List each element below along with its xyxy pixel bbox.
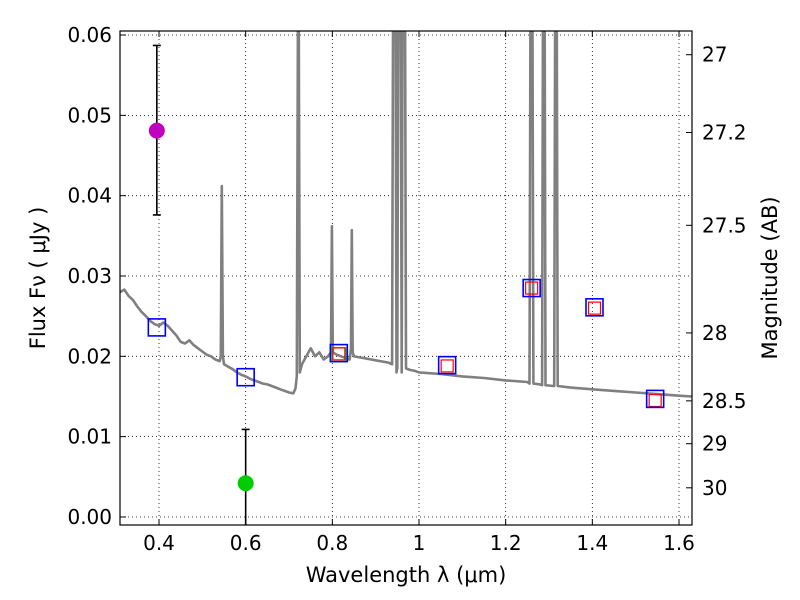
y-tick-label: 0.06 — [67, 23, 112, 47]
data-point-circle — [148, 122, 165, 139]
y-tick-label: 0.04 — [67, 184, 112, 208]
y-tick-label: 0.02 — [67, 344, 112, 368]
y-tick-label: 0.00 — [67, 505, 112, 529]
observed-photometry-marker — [522, 278, 541, 298]
x-tick-label: 0.4 — [143, 531, 175, 555]
plot-frame — [119, 30, 693, 526]
x-tick-label: 0.8 — [316, 531, 348, 555]
y2-axis-label: Magnitude (AB) — [758, 196, 782, 359]
x-tick-label: 1.2 — [490, 531, 522, 555]
model-photometry-marker — [332, 347, 346, 361]
y2-tick-label: 27 — [702, 43, 727, 67]
x-tick-label: 0.6 — [230, 531, 262, 555]
observed-photometry-marker — [437, 355, 457, 375]
y2-tick-label: 28.5 — [702, 389, 747, 413]
observed-photometry-marker — [147, 318, 167, 337]
y2-tick-label: 29 — [702, 432, 727, 456]
observed-photometry-marker — [329, 343, 349, 363]
observed-photometry-marker — [236, 367, 255, 387]
model-photometry-marker — [648, 393, 662, 408]
model-photometry-marker — [525, 281, 539, 295]
y-tick-label: 0.05 — [67, 103, 112, 127]
data-point-circle — [237, 475, 254, 492]
x-tick-label: 1 — [413, 531, 426, 555]
y-tick-label: 0.01 — [67, 425, 112, 449]
tick-layer: 0.4 0.6 0.8 1 1.2 1.4 1.6 0.00 0.01 0.02 0.03 0.04 0… — [67, 23, 746, 555]
plot-area — [120, 31, 692, 398]
y2-tick-label: 28 — [702, 321, 727, 345]
model-photometry-marker — [587, 301, 602, 315]
x-tick-label: 1.6 — [663, 531, 695, 555]
spectrum-line — [120, 31, 692, 398]
markers-layer — [147, 44, 665, 525]
model-photometry-marker — [440, 359, 454, 373]
y2-tick-label: 27.2 — [702, 120, 747, 144]
observed-photometry-marker — [645, 389, 665, 409]
x-axis-label: Wavelength λ (μm) — [306, 563, 507, 587]
y2-tick-label: 27.5 — [702, 213, 747, 237]
y-axis-label: Flux Fν ( μJy ) — [26, 207, 50, 350]
grid-layer — [120, 31, 692, 525]
y-tick-label: 0.03 — [67, 264, 112, 288]
observed-photometry-marker — [585, 298, 604, 317]
y2-tick-label: 30 — [702, 476, 727, 500]
x-tick-label: 1.4 — [576, 531, 608, 555]
